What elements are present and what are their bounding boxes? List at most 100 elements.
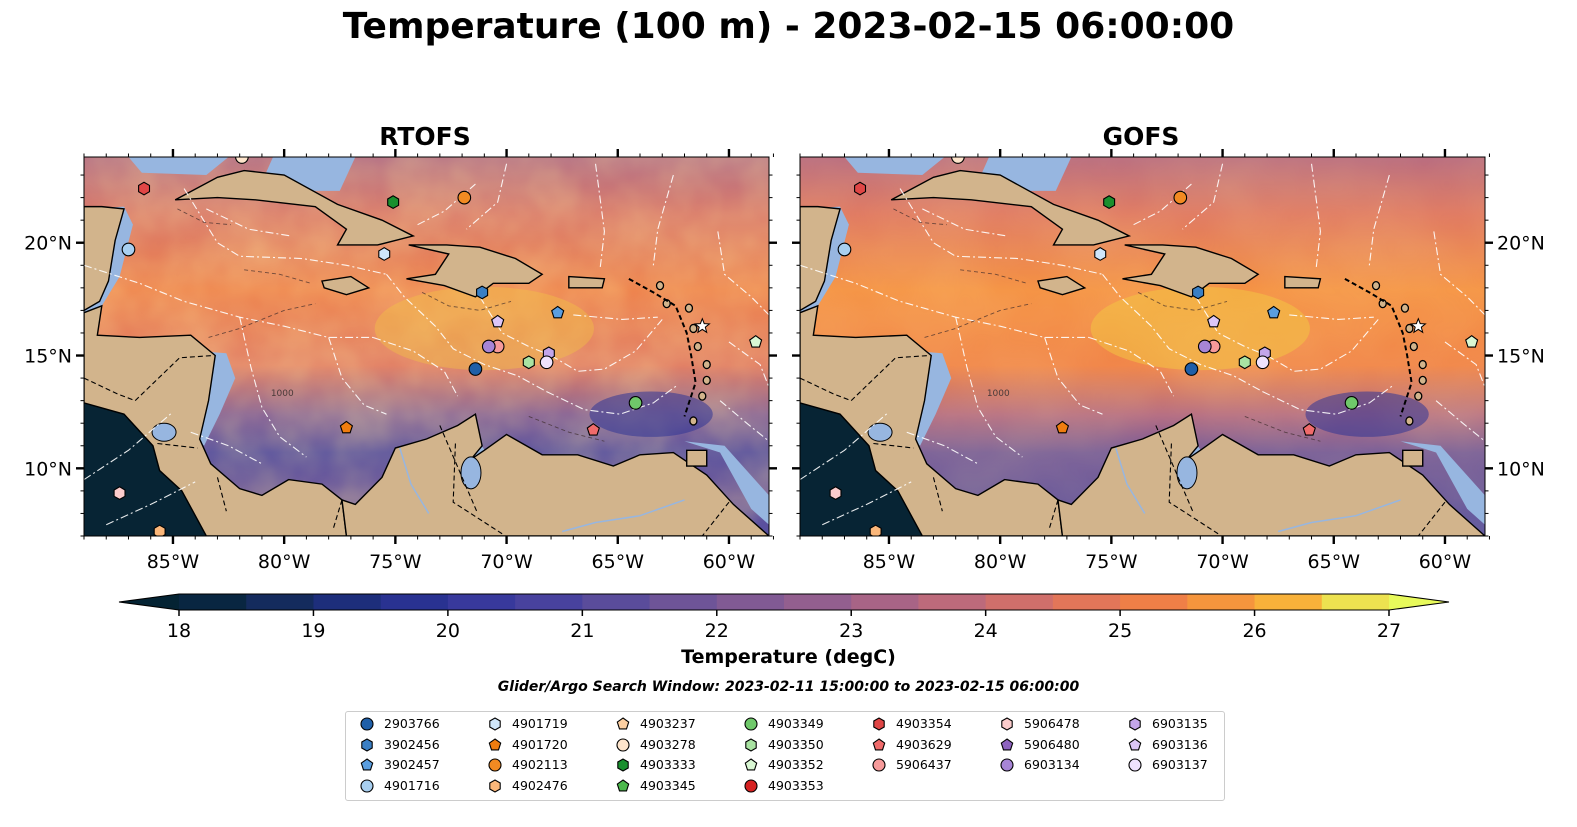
platform-legend: 2903766 3902456 3902457 4901716 4901719 49017… <box>345 711 1225 801</box>
colorbar-tick-label: 19 <box>301 620 325 642</box>
lon-tick-label: 60°W <box>703 551 756 573</box>
legend-item-label: 6903135 <box>1152 716 1208 731</box>
colorbar-extend-high <box>1389 594 1449 610</box>
lon-tick-label: 60°W <box>1419 551 1472 573</box>
platform-marker-6903134 <box>481 339 496 354</box>
isobath-label: 1000 <box>271 389 294 399</box>
legend-item-label: 4903237 <box>640 716 696 731</box>
land-south-america <box>341 413 769 536</box>
lat-tick-label: 15°N <box>24 346 72 368</box>
pentagon-marker-icon <box>616 778 630 791</box>
platform-marker-4903333 <box>387 195 400 210</box>
legend-item-label: 5906478 <box>1024 716 1080 731</box>
land-central-america <box>84 304 348 536</box>
legend-item-label: 4903278 <box>640 736 696 752</box>
colorbar-segment <box>1052 594 1121 610</box>
colorbar-segment <box>784 594 852 610</box>
legend-item-label: 4903350 <box>768 736 824 752</box>
colorbar-tick-label: 26 <box>1242 620 1266 642</box>
colorbar-segment <box>582 594 651 610</box>
circle-marker-icon <box>744 717 758 731</box>
colorbar-segment <box>515 594 583 610</box>
platform-marker-4903354 <box>138 181 151 196</box>
legend-item-label: 4901719 <box>512 716 568 731</box>
platform-marker-4901716 <box>837 242 852 257</box>
pentagon-marker-icon <box>1000 737 1014 750</box>
lon-tick-label: 75°W <box>369 551 422 573</box>
colorbar-segment <box>447 594 516 610</box>
platform-marker-6903134 <box>1197 339 1212 354</box>
circle-marker-icon <box>488 758 502 772</box>
circle-marker-icon <box>616 737 630 752</box>
pentagon-marker-icon <box>872 737 886 750</box>
legend-item-label: 5906480 <box>1024 736 1080 752</box>
platform-marker-4903350 <box>522 355 535 370</box>
lon-tick-label: 70°W <box>480 551 533 573</box>
platform-marker-4902113 <box>1173 190 1188 205</box>
platform-marker-3902457 <box>1267 305 1281 319</box>
platform-marker-4903349 <box>628 396 643 410</box>
platform-marker-4901720 <box>1055 420 1070 434</box>
map-panel-gofs: 1000 85°W 80°W 75°W 70°W 65°W 60°W 20°N 15°N 10°N <box>792 149 1545 573</box>
land-central-america <box>800 304 1064 536</box>
platform-marker-4903278 <box>951 157 965 164</box>
lat-tick-label: 10°N <box>24 458 72 480</box>
lon-tick-label: 80°W <box>258 551 311 573</box>
hexagon-marker-icon <box>745 737 757 752</box>
colorbar-tick-label: 27 <box>1377 620 1401 642</box>
colorbar-tick-label: 18 <box>167 620 191 642</box>
lat-tick-label: 10°N <box>1497 458 1545 480</box>
platform-marker-4902476 <box>869 524 882 536</box>
colorbar-tick-label: 21 <box>570 620 594 642</box>
land-jamaica <box>321 275 371 296</box>
colorbar: 18 19 20 21 22 23 24 25 26 27 <box>118 593 1450 642</box>
land-trinidad <box>686 449 708 467</box>
circle-marker-icon <box>1128 758 1142 772</box>
platform-marker-2903766 <box>1184 362 1199 376</box>
lat-tick-label: 20°N <box>1497 233 1545 255</box>
lon-tick-label: 70°W <box>1196 551 1249 573</box>
colorbar-segment <box>649 594 718 610</box>
legend-item-label: 6903136 <box>1152 736 1208 752</box>
star-marker <box>693 317 711 334</box>
platform-marker-5906478 <box>829 486 842 501</box>
colorbar-segment <box>716 594 785 610</box>
legend-item-label: 2903766 <box>384 716 440 731</box>
panel-title-gofs: GOFS <box>1102 122 1180 151</box>
hexagon-marker-icon <box>489 778 501 793</box>
hexagon-marker-icon <box>617 758 629 772</box>
hexagon-marker-icon <box>873 717 885 731</box>
legend-item-label: 4902113 <box>512 757 568 772</box>
colorbar-segment <box>985 594 1054 610</box>
hexagon-marker-icon <box>1129 717 1141 731</box>
legend-item-label: 5906437 <box>896 757 952 772</box>
land-yucatan <box>84 205 125 312</box>
land-hispaniola <box>406 244 544 298</box>
hexagon-marker-icon <box>361 737 373 752</box>
colorbar-tick-label: 20 <box>436 620 460 642</box>
pentagon-marker-icon <box>616 717 630 730</box>
platform-marker-6903137 <box>539 355 554 370</box>
land-yucatan <box>800 205 841 312</box>
legend-item-label: 4903349 <box>768 716 824 731</box>
platform-marker-4903349 <box>1344 396 1359 410</box>
platform-marker-6903136 <box>491 314 505 328</box>
isobath-label: 1000 <box>987 389 1010 399</box>
legend-item-label: 4903333 <box>640 757 696 772</box>
platform-marker-4901719 <box>1094 247 1107 261</box>
platform-marker-4903629 <box>1302 423 1316 436</box>
figure-title: Temperature (100 m) - 2023-02-15 06:00:0… <box>342 6 1235 47</box>
star-marker <box>1409 317 1427 334</box>
colorbar-tick-label: 23 <box>839 620 863 642</box>
colorbar-segment <box>1321 594 1390 610</box>
legend-item-label: 6903137 <box>1152 757 1208 772</box>
platform-marker-3902456 <box>476 285 489 300</box>
legend-item-label: 4902476 <box>512 777 568 793</box>
platform-marker-6903137 <box>1255 355 1270 370</box>
land-hispaniola <box>1122 244 1260 298</box>
platform-marker-4901720 <box>339 420 354 434</box>
legend-item-label: 4903353 <box>768 777 824 793</box>
hexagon-marker-icon <box>489 717 501 731</box>
colorbar-segment <box>1254 594 1323 610</box>
lat-tick-label: 20°N <box>24 233 72 255</box>
